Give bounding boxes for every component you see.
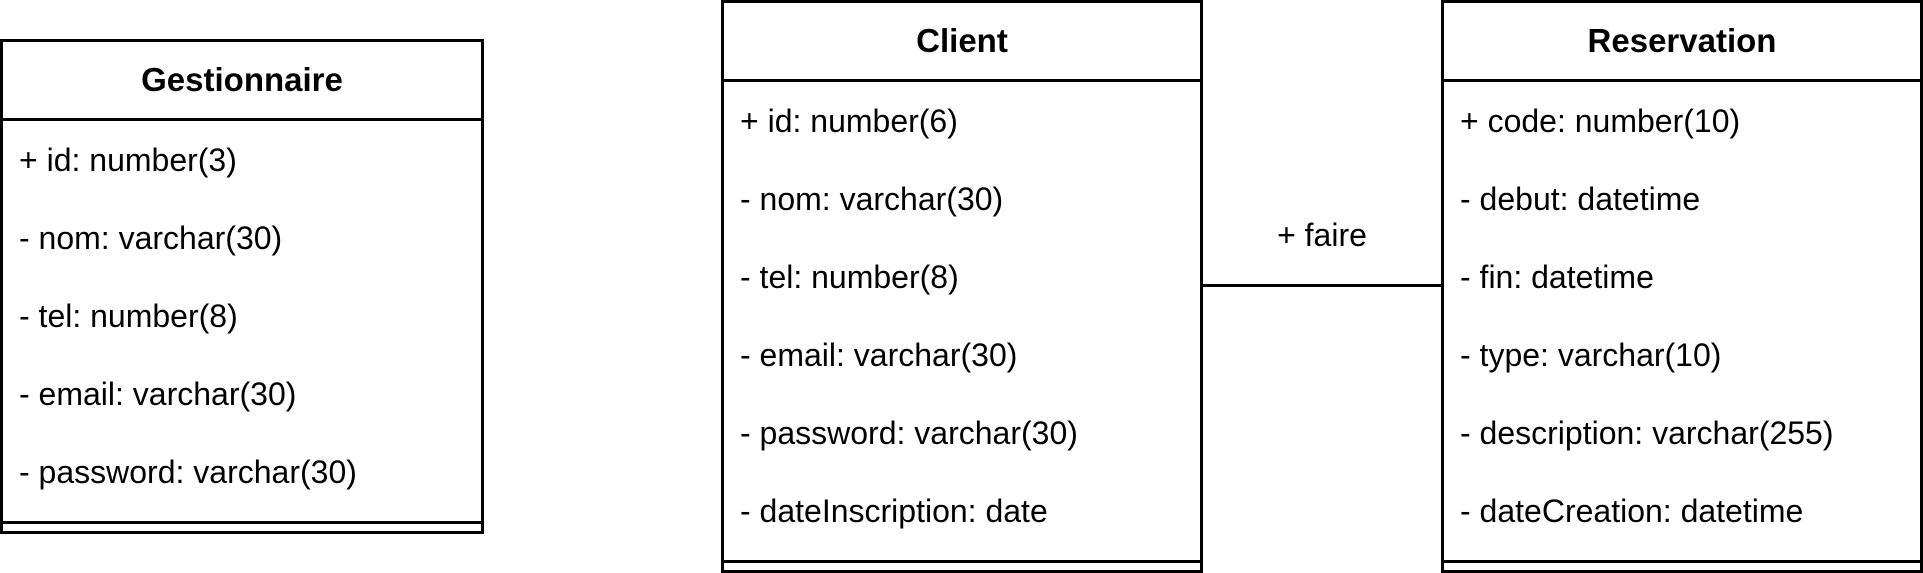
- attribute-date-inscription: - dateInscription: date: [740, 493, 1048, 529]
- attribute-id: + id: number(6): [740, 103, 958, 139]
- attribute-tel: - tel: number(8): [19, 298, 238, 334]
- attribute-password: - password: varchar(30): [19, 454, 357, 490]
- attribute-list-client: + id: number(6) - nom: varchar(30) - tel…: [724, 82, 1200, 550]
- attribute-nom: - nom: varchar(30): [19, 220, 283, 256]
- association-line[interactable]: [1203, 284, 1441, 287]
- class-reservation[interactable]: Reservation + code: number(10) - debut: …: [1441, 0, 1923, 573]
- attribute-nom: - nom: varchar(30): [740, 181, 1004, 217]
- methods-divider-reservation: [1444, 560, 1920, 563]
- attribute-list-gestionnaire: + id: number(3) - nom: varchar(30) - tel…: [3, 121, 481, 511]
- attribute-code: + code: number(10): [1460, 103, 1741, 139]
- class-name-gestionnaire: Gestionnaire: [3, 42, 481, 121]
- methods-divider-client: [724, 560, 1200, 563]
- attribute-debut: - debut: datetime: [1460, 181, 1701, 217]
- class-name-reservation: Reservation: [1444, 3, 1920, 82]
- class-client[interactable]: Client + id: number(6) - nom: varchar(30…: [721, 0, 1203, 573]
- attribute-id: + id: number(3): [19, 142, 237, 178]
- attribute-password: - password: varchar(30): [740, 415, 1078, 451]
- class-name-client: Client: [724, 3, 1200, 82]
- attribute-description: - description: varchar(255): [1460, 415, 1834, 451]
- attribute-date-creation: - dateCreation: datetime: [1460, 493, 1804, 529]
- class-gestionnaire[interactable]: Gestionnaire + id: number(3) - nom: varc…: [0, 39, 484, 534]
- methods-divider-gestionnaire: [3, 521, 481, 524]
- association-label: + faire: [1277, 217, 1367, 253]
- attribute-type: - type: varchar(10): [1460, 337, 1722, 373]
- attribute-list-reservation: + code: number(10) - debut: datetime - f…: [1444, 82, 1920, 550]
- attribute-email: - email: varchar(30): [740, 337, 1018, 373]
- attribute-fin: - fin: datetime: [1460, 259, 1654, 295]
- attribute-email: - email: varchar(30): [19, 376, 297, 412]
- attribute-tel: - tel: number(8): [740, 259, 959, 295]
